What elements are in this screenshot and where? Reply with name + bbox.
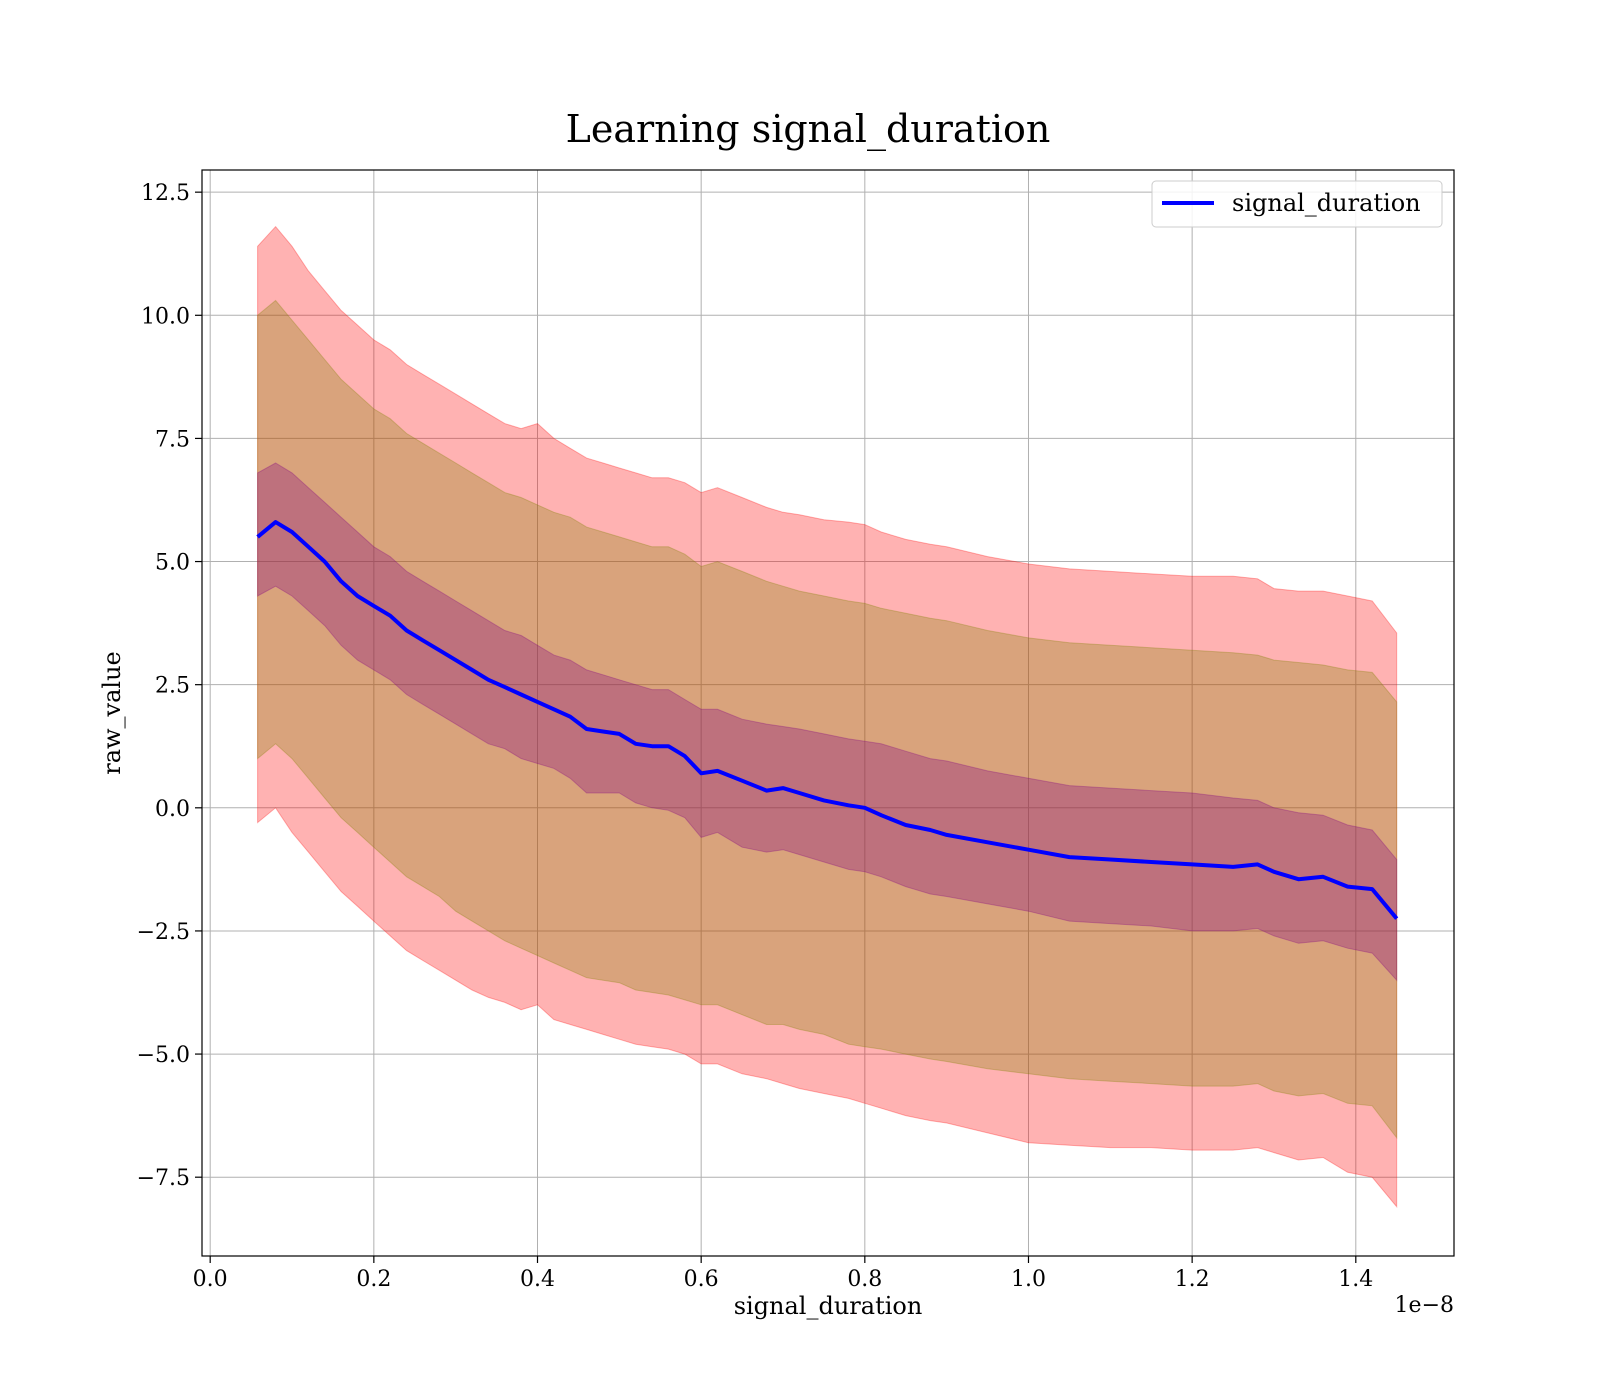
x-axis-label: signal_duration bbox=[734, 1292, 923, 1320]
x-tick-label: 0.8 bbox=[847, 1267, 882, 1292]
x-tick-label: 0.4 bbox=[520, 1267, 555, 1292]
y-axis-label: raw_value bbox=[98, 651, 126, 775]
x-tick-label: 0.0 bbox=[193, 1267, 228, 1292]
y-tick-label: 12.5 bbox=[141, 181, 190, 206]
x-tick-label: 0.6 bbox=[684, 1267, 719, 1292]
chart-title: Learning signal_duration bbox=[566, 107, 1051, 152]
legend: signal_duration bbox=[1151, 180, 1443, 228]
middle-confidence-band bbox=[257, 299, 1398, 1140]
legend-label: signal_duration bbox=[1232, 189, 1421, 217]
confidence-bands bbox=[257, 225, 1398, 1209]
plot-area-frame bbox=[201, 169, 1455, 1257]
series-lines bbox=[256, 520, 1399, 920]
x-axis-offset-text: 1e−8 bbox=[1395, 1293, 1454, 1318]
outer-confidence-band bbox=[257, 225, 1398, 1209]
y-tick-label: −2.5 bbox=[137, 920, 190, 945]
grid-lines bbox=[202, 170, 1454, 1256]
x-tick-label: 0.2 bbox=[356, 1267, 391, 1292]
x-tick-label: 1.0 bbox=[1011, 1267, 1046, 1292]
y-tick-label: 10.0 bbox=[141, 304, 190, 329]
x-tick-label: 1.2 bbox=[1175, 1267, 1210, 1292]
inner-confidence-band bbox=[257, 462, 1398, 982]
y-tick-label: 2.5 bbox=[155, 674, 190, 699]
y-tick-label: −7.5 bbox=[137, 1166, 190, 1191]
y-axis-ticks: 12.5 10.0 7.5 5.0 2.5 0.0 −2.5 −5.0 −7.5 bbox=[137, 181, 202, 1191]
y-tick-label: −5.0 bbox=[137, 1043, 190, 1068]
x-axis-ticks: 0.0 0.2 0.4 0.6 0.8 1.0 1.2 1.4 bbox=[193, 1256, 1373, 1292]
legend-box bbox=[1151, 180, 1443, 228]
y-tick-label: 7.5 bbox=[155, 427, 190, 452]
series-line-signal-duration bbox=[256, 520, 1399, 920]
y-tick-label: 5.0 bbox=[155, 551, 190, 576]
y-tick-label: 0.0 bbox=[155, 797, 190, 822]
x-tick-label: 1.4 bbox=[1338, 1267, 1373, 1292]
